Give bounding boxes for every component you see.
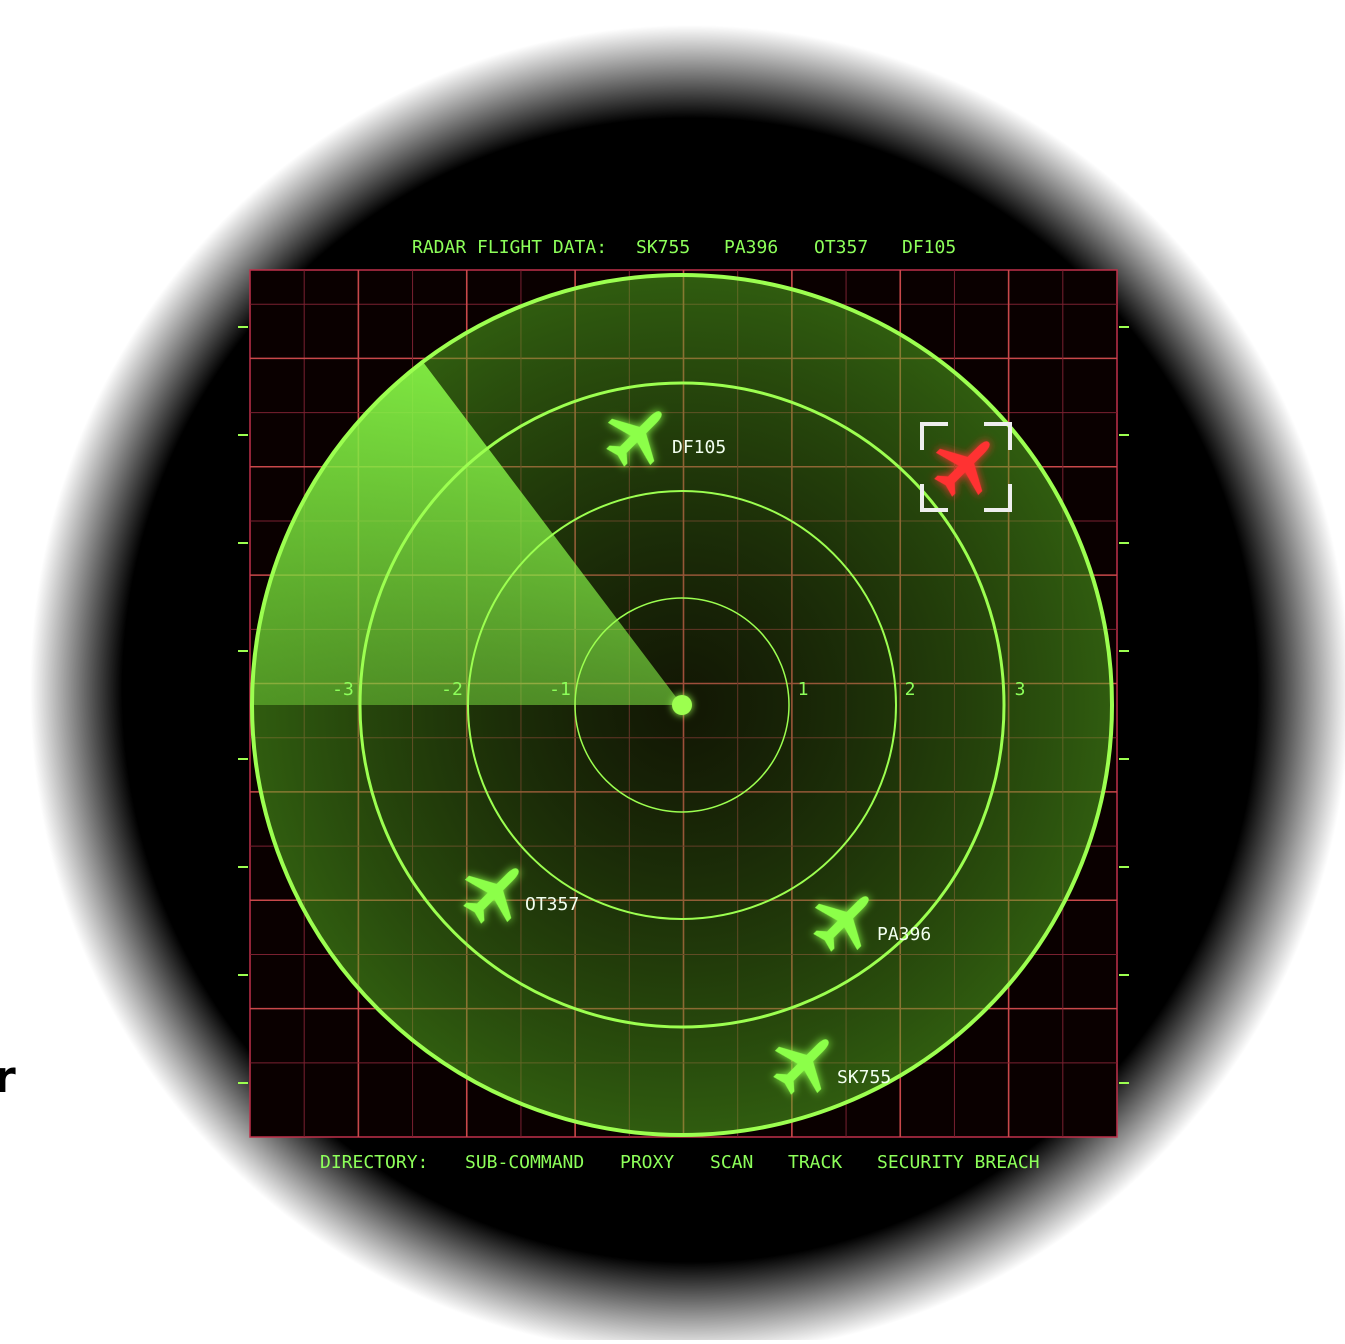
radar-center <box>672 695 692 715</box>
axis-label: 2 <box>905 679 916 700</box>
plane-icon <box>606 411 662 467</box>
flight-id: PA396 <box>724 237 778 258</box>
ring <box>574 597 790 813</box>
axis-label: 3 <box>1015 679 1026 700</box>
axis-label: 1 <box>798 679 809 700</box>
footer-title: DIRECTORY: <box>320 1152 428 1173</box>
menu-item[interactable]: SECURITY BREACH <box>877 1152 1040 1173</box>
plane-icon <box>813 896 869 952</box>
target-label[interactable]: PA396 <box>877 924 931 945</box>
ring <box>358 381 1006 1029</box>
plane-icon <box>463 868 519 924</box>
edge-text: r <box>0 1052 16 1103</box>
target-label[interactable]: OT357 <box>525 894 579 915</box>
menu-item[interactable]: SCAN <box>710 1152 753 1173</box>
menu-item[interactable]: SUB-COMMAND <box>465 1152 584 1173</box>
flight-id: SK755 <box>636 237 690 258</box>
ring <box>467 490 897 920</box>
header-title: RADAR FLIGHT DATA: <box>412 237 607 258</box>
plane-icon <box>934 441 990 497</box>
rings <box>250 273 1114 1137</box>
axis-label: -1 <box>549 679 571 700</box>
sweep <box>252 362 682 705</box>
target-label[interactable]: DF105 <box>672 437 726 458</box>
target-bracket <box>920 422 1012 512</box>
plane-icon <box>773 1039 829 1095</box>
flight-id: DF105 <box>902 237 956 258</box>
ring <box>250 273 1114 1137</box>
menu-item[interactable]: PROXY <box>620 1152 674 1173</box>
target-label[interactable]: SK755 <box>837 1067 891 1088</box>
axis-label: -2 <box>441 679 463 700</box>
menu-item[interactable]: TRACK <box>788 1152 842 1173</box>
flight-id: OT357 <box>814 237 868 258</box>
axis-label: -3 <box>332 679 354 700</box>
